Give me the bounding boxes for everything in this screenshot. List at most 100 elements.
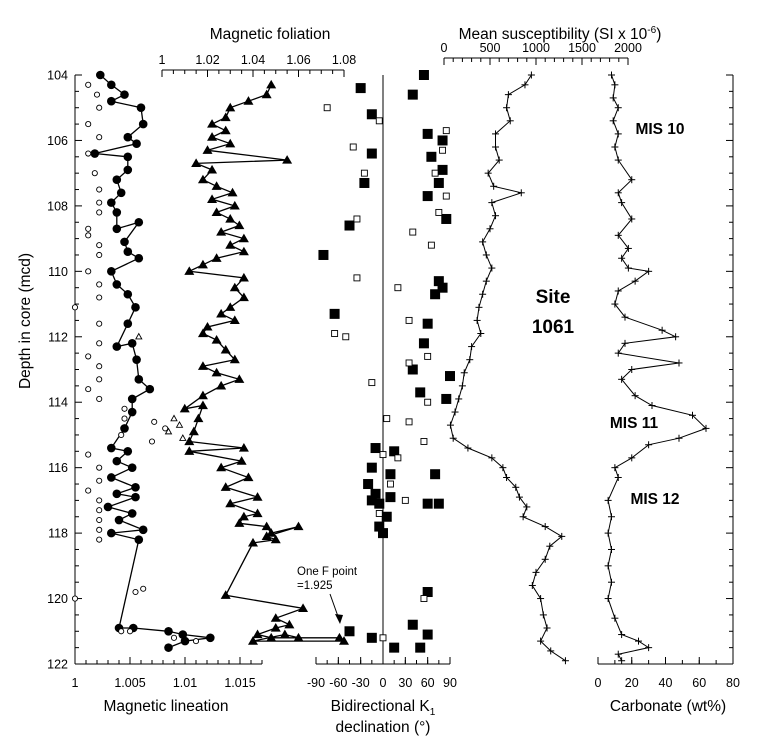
foliation-point (243, 472, 254, 482)
lineation-point (138, 525, 148, 535)
declination-point (437, 164, 448, 175)
declination-point (422, 629, 433, 640)
declination-tick-label: 0 (380, 676, 387, 690)
lineation-point (127, 394, 137, 404)
lineation-point (96, 209, 103, 216)
lineation-point (112, 208, 122, 217)
lineation-point (120, 90, 129, 99)
declination-point (418, 338, 429, 349)
lineation-point (138, 119, 148, 129)
declination-point (427, 241, 435, 249)
lineation-point (112, 489, 122, 499)
foliation-point (197, 400, 208, 410)
depth-tick-label: 120 (47, 592, 68, 606)
foliation-point (207, 194, 218, 203)
declination-point (374, 521, 385, 532)
lineation-point (85, 451, 92, 458)
lineation-point (131, 483, 140, 492)
foliation-point (225, 498, 236, 508)
lineation-tick-label: 1.01 (173, 676, 197, 690)
foliation-point (293, 521, 304, 531)
lineation-point (96, 395, 103, 403)
lineation-point (134, 217, 144, 227)
lineation-point (148, 438, 156, 445)
depth-tick-label: 114 (48, 396, 68, 410)
lineation-point (164, 626, 173, 636)
lineation-point (206, 633, 215, 643)
lineation-point (151, 418, 158, 425)
declination-axis-label-sub: 1 (430, 707, 436, 718)
foliation-axis-label: Magnetic foliation (210, 26, 331, 43)
lineation-point (96, 497, 103, 504)
foliation-point (220, 112, 231, 122)
foliation-point (227, 187, 238, 197)
lineation-point (93, 91, 101, 98)
declination-point (437, 135, 448, 146)
lineation-point (131, 492, 140, 502)
foliation-point (248, 636, 258, 645)
foliation-point (184, 266, 195, 275)
declination-point (374, 498, 385, 509)
lineation-point (71, 595, 79, 602)
declination-point (415, 642, 426, 653)
susceptibility-tick-label: 0 (441, 41, 448, 55)
lineation-point (112, 175, 122, 185)
foliation-point (252, 492, 263, 501)
foliation-point (238, 246, 249, 256)
lineation-point (112, 456, 122, 466)
mis-11-label: MIS 11 (610, 415, 659, 432)
lineation-point (107, 473, 116, 482)
foliation-point (270, 613, 281, 622)
foliation-point (229, 354, 240, 364)
depth-tick-label: 122 (47, 658, 68, 672)
susceptibility-tick-label: 1000 (522, 41, 550, 55)
declination-point (360, 169, 368, 177)
foliation-point (270, 534, 281, 544)
susceptibility-tick-label: 500 (480, 41, 501, 55)
foliation-point (238, 292, 249, 302)
foliation-point (211, 207, 222, 217)
declination-axis-label-line2: declination (°) (336, 719, 431, 736)
foliation-point (207, 164, 218, 174)
lineation-point (112, 280, 122, 289)
carbonate-tick-label: 60 (692, 676, 706, 690)
lineation-point (134, 535, 144, 544)
foliation-point (261, 89, 272, 99)
foliation-tick-label: 1.02 (195, 53, 219, 67)
lineation-point (71, 304, 79, 311)
foliation-point (238, 272, 249, 282)
foliation-point (197, 174, 208, 184)
foliation-point (225, 240, 236, 249)
lineation-point (85, 232, 92, 239)
lineation-point (192, 638, 200, 645)
foliation-point (229, 200, 240, 210)
lineation-point (96, 376, 103, 383)
foliation-point (279, 629, 290, 639)
declination-point (420, 438, 428, 445)
lineation-point (164, 427, 173, 435)
carbonate-series-line (607, 74, 707, 661)
foliation-point (211, 253, 222, 262)
carbonate-tick-label: 20 (625, 676, 639, 690)
lineation-point (85, 150, 92, 157)
lineation-point (162, 425, 169, 432)
foliation-point (225, 102, 236, 112)
foliation-point (266, 79, 277, 89)
declination-tick-label: -60 (329, 676, 347, 690)
declination-point (424, 352, 432, 360)
foliation-point (339, 636, 349, 645)
marks-layer (71, 70, 710, 665)
foliation-point (179, 403, 190, 413)
foliation-point (225, 302, 236, 311)
declination-point (420, 595, 428, 603)
lineation-point (107, 443, 116, 453)
declination-point (409, 228, 417, 236)
foliation-point (234, 374, 245, 383)
lineation-point (123, 289, 133, 299)
lineation-point (118, 431, 125, 438)
susceptibility-tick-label: 1500 (568, 41, 596, 55)
lineation-point (127, 339, 137, 348)
foliation-tick-label: 1 (159, 53, 166, 67)
mis-10-label: MIS 10 (635, 121, 684, 138)
lineation-point (114, 515, 124, 525)
